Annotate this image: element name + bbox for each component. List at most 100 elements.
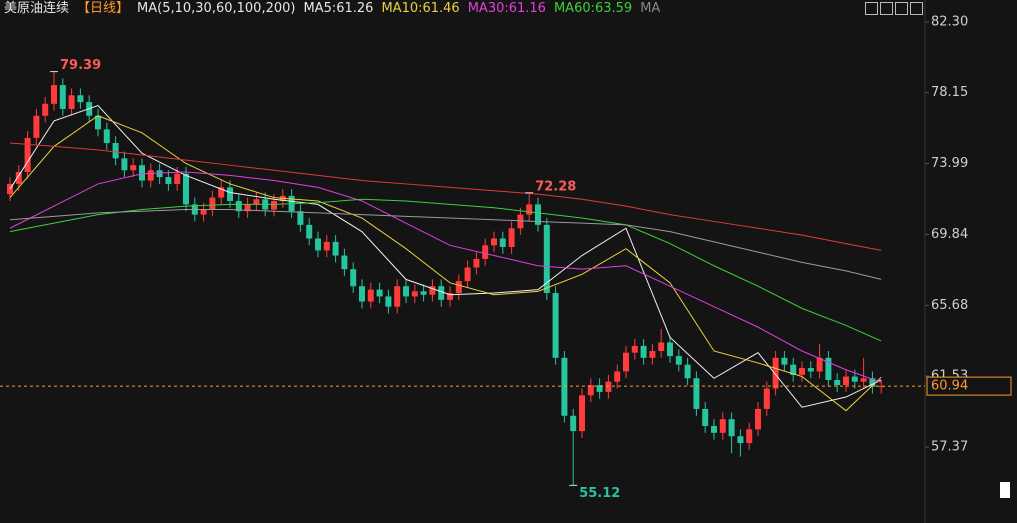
ma-line bbox=[9, 104, 882, 408]
candle-body bbox=[816, 357, 823, 372]
candle-body bbox=[227, 187, 233, 201]
candle-body bbox=[869, 378, 876, 387]
candle-body bbox=[860, 378, 867, 382]
y-tick-label: 57.37 bbox=[931, 439, 968, 454]
candle-body bbox=[623, 352, 629, 372]
header-item[interactable]: 【日线】 bbox=[77, 1, 130, 16]
annotation-label: 55.12 bbox=[579, 486, 620, 501]
candle-body bbox=[103, 129, 110, 144]
candle-body bbox=[33, 115, 40, 138]
candle-body bbox=[755, 408, 761, 430]
scroll-marker bbox=[1000, 482, 1010, 498]
candle-body bbox=[570, 415, 577, 432]
candle-body bbox=[218, 187, 225, 198]
candle-body bbox=[684, 364, 691, 379]
last-price-label: 60.94 bbox=[931, 379, 968, 394]
candle-body bbox=[24, 137, 31, 173]
candle-body bbox=[605, 381, 612, 392]
header-item: 美原油连续 bbox=[4, 1, 70, 16]
candle-body bbox=[297, 211, 304, 225]
candle-body bbox=[403, 286, 409, 297]
header-item: MA30:61.16 bbox=[467, 1, 546, 16]
candle-body bbox=[825, 357, 832, 380]
candle-body bbox=[579, 395, 585, 432]
candle-body bbox=[658, 342, 665, 351]
y-tick-label: 82.30 bbox=[931, 14, 968, 29]
header-item: MA60:63.59 bbox=[553, 1, 633, 16]
header-item: MA5:61.26 bbox=[303, 1, 374, 16]
candle-body bbox=[429, 286, 436, 295]
candle-body bbox=[614, 371, 621, 382]
candle-body bbox=[77, 95, 84, 103]
candle-body bbox=[799, 368, 805, 375]
ma-line bbox=[9, 142, 882, 251]
header: 美原油连续 【日线】 MA(5,10,30,60,100,200) MA5:61.26… bbox=[4, 0, 660, 18]
tool-button[interactable] bbox=[865, 2, 878, 15]
header-item: MA10:61.46 bbox=[381, 1, 460, 16]
candle-body bbox=[59, 85, 66, 109]
ma-line bbox=[9, 115, 882, 412]
annotation-label: 79.39 bbox=[60, 58, 101, 73]
candle-body bbox=[587, 385, 594, 396]
candle-body bbox=[843, 376, 849, 386]
candle-body bbox=[244, 204, 251, 212]
candle-body bbox=[807, 368, 814, 372]
candle-body bbox=[350, 269, 357, 287]
candle-body bbox=[455, 281, 462, 294]
candle-body bbox=[385, 296, 392, 307]
candle-body bbox=[183, 173, 189, 205]
candle-body bbox=[851, 376, 858, 382]
candle-body bbox=[728, 419, 735, 437]
candle-body bbox=[781, 357, 788, 365]
candle-body bbox=[147, 170, 154, 181]
candle-body bbox=[649, 350, 656, 358]
candle-body bbox=[112, 143, 119, 159]
candle-body bbox=[394, 286, 401, 307]
candle-body bbox=[834, 379, 841, 386]
candle-body bbox=[526, 204, 533, 215]
y-tick-label: 73.99 bbox=[931, 156, 968, 171]
candle-body bbox=[420, 291, 427, 295]
candle-body bbox=[332, 241, 339, 256]
tool-button[interactable] bbox=[910, 2, 923, 15]
candle-body bbox=[640, 345, 647, 358]
candle-body bbox=[253, 199, 260, 205]
candle-body bbox=[323, 241, 330, 251]
ma-line bbox=[9, 198, 882, 342]
candle-body bbox=[596, 385, 603, 392]
last-price-box bbox=[926, 376, 1012, 396]
candle-body bbox=[341, 255, 348, 270]
candle-body bbox=[200, 209, 207, 215]
ma-line bbox=[9, 171, 882, 383]
header-item: MA bbox=[640, 1, 661, 16]
candle-body bbox=[438, 286, 445, 300]
candle-body bbox=[719, 419, 726, 433]
tool-button[interactable] bbox=[880, 2, 893, 15]
toolbar[interactable] bbox=[865, 2, 923, 15]
ma-line bbox=[9, 209, 882, 280]
candle-body bbox=[464, 267, 471, 282]
candle-body bbox=[68, 95, 75, 109]
candle-body bbox=[51, 85, 57, 104]
header-item: MA(5,10,30,60,100,200) bbox=[137, 1, 296, 16]
y-tick-label: 78.15 bbox=[931, 85, 968, 100]
candle-body bbox=[535, 204, 541, 225]
candle-body bbox=[763, 388, 770, 409]
candle-body bbox=[499, 238, 506, 248]
candle-body bbox=[790, 364, 797, 375]
candle-body bbox=[367, 289, 374, 302]
candle-body bbox=[306, 224, 313, 239]
candle-body bbox=[711, 426, 717, 433]
candle-body bbox=[702, 408, 709, 427]
annotation-label: 72.28 bbox=[535, 179, 576, 194]
candle-body bbox=[491, 238, 497, 246]
tool-button[interactable] bbox=[895, 2, 908, 15]
candle-body bbox=[508, 228, 515, 248]
candle-body bbox=[209, 197, 216, 210]
candle-body bbox=[121, 158, 128, 171]
candle-body bbox=[271, 200, 277, 210]
candle-body bbox=[139, 165, 145, 181]
candle-body bbox=[315, 238, 321, 251]
candle-body bbox=[15, 172, 22, 184]
